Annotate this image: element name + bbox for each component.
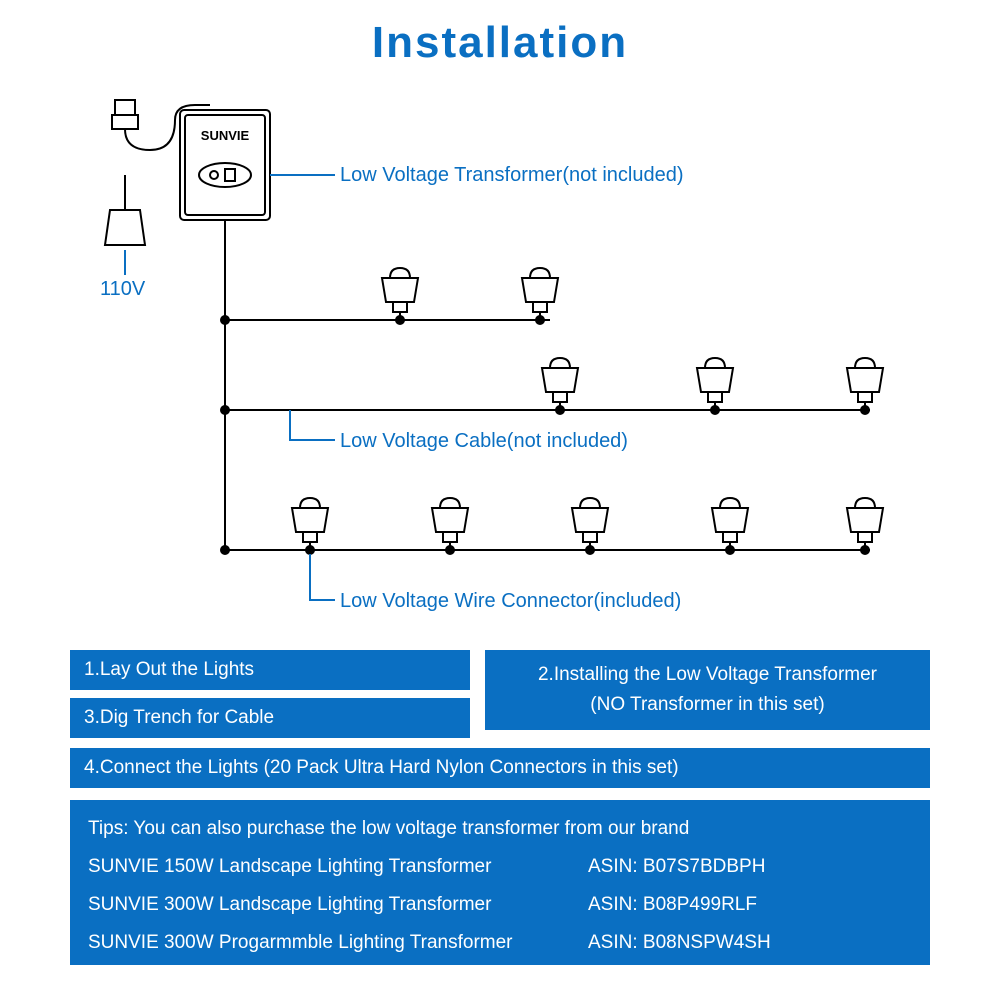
step-3: 3.Dig Trench for Cable xyxy=(70,698,470,738)
connector-label: Low Voltage Wire Connector(included) xyxy=(340,590,681,613)
tips-line2b: ASIN: B07S7BDBPH xyxy=(588,848,765,886)
step-4: 4.Connect the Lights (20 Pack Ultra Hard… xyxy=(70,748,930,788)
transformer-brand-text: SUNVIE xyxy=(201,128,250,143)
step-1: 1.Lay Out the Lights xyxy=(70,650,470,690)
tips-line4b: ASIN: B08NSPW4SH xyxy=(588,924,771,962)
step-2-line1: 2.Installing the Low Voltage Transformer xyxy=(538,660,877,690)
tips-box: Tips: You can also purchase the low volt… xyxy=(70,800,930,965)
wiring-diagram: SUNVIE xyxy=(0,80,1000,620)
transformer-label: Low Voltage Transformer(not included) xyxy=(340,164,684,187)
page-title: Installation xyxy=(0,18,1000,68)
tips-line1: Tips: You can also purchase the low volt… xyxy=(88,810,912,848)
step-2: 2.Installing the Low Voltage Transformer… xyxy=(485,650,930,730)
tips-line4a: SUNVIE 300W Progarmmble Lighting Transfo… xyxy=(88,924,588,962)
voltage-label: 110V xyxy=(100,278,145,301)
tips-line3b: ASIN: B08P499RLF xyxy=(588,886,757,924)
tips-line2a: SUNVIE 150W Landscape Lighting Transform… xyxy=(88,848,588,886)
tips-line3a: SUNVIE 300W Landscape Lighting Transform… xyxy=(88,886,588,924)
cable-label: Low Voltage Cable(not included) xyxy=(340,430,628,453)
step-2-line2: (NO Transformer in this set) xyxy=(590,690,824,720)
